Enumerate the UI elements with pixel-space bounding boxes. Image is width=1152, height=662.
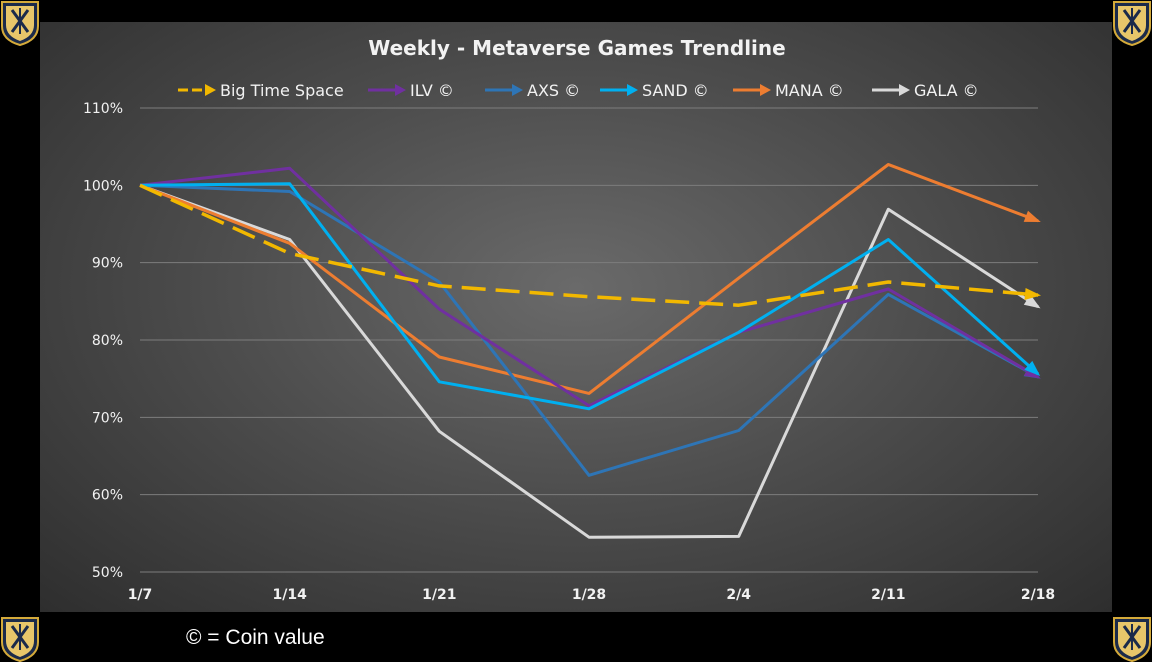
series-arrow: [1024, 360, 1041, 376]
y-tick-label: 60%: [92, 488, 123, 504]
y-tick-label: 110%: [83, 101, 123, 117]
y-tick-label: 80%: [92, 333, 123, 349]
legend-item: ILV ©: [368, 81, 454, 100]
crest-logo: [1112, 616, 1152, 662]
legend-item: GALA ©: [872, 81, 979, 100]
chart-panel: Weekly - Metaverse Games Trendline Big T…: [40, 22, 1112, 612]
series-arrow: [1024, 288, 1041, 300]
crest-logo: [0, 0, 40, 46]
y-tick-label: 90%: [92, 256, 123, 272]
series-5: [139, 183, 1041, 539]
legend-item: AXS ©: [485, 81, 580, 100]
legend-item: MANA ©: [733, 81, 844, 100]
legend-arrow: [512, 84, 523, 96]
series-arrow: [1023, 210, 1041, 222]
x-tick-label: 1/14: [272, 587, 307, 603]
series-line: [139, 183, 1039, 307]
x-tick-label: 2/4: [726, 587, 751, 603]
x-tick-label: 1/28: [572, 587, 606, 603]
series-line: [139, 163, 1039, 395]
y-axis: 50% 60% 70% 80% 90% 100% 110%: [83, 101, 123, 581]
x-tick-label: 2/11: [871, 587, 905, 603]
series-line: [139, 183, 1039, 477]
legend-item: Big Time Space: [178, 81, 344, 100]
series-2: [139, 183, 1041, 477]
x-tick-label: 2/18: [1021, 587, 1055, 603]
gridlines: [140, 107, 1038, 573]
line-chart: Weekly - Metaverse Games Trendline Big T…: [83, 36, 1055, 603]
y-tick-label: 70%: [92, 410, 123, 426]
series-3: [139, 182, 1041, 411]
series-lines: [139, 163, 1041, 539]
legend-label: MANA ©: [775, 81, 844, 100]
series-1: [139, 166, 1041, 408]
legend-arrow: [627, 84, 638, 96]
series-0: [139, 183, 1041, 307]
y-tick-label: 100%: [83, 178, 123, 194]
series-4: [139, 163, 1041, 395]
crest-logo: [1112, 0, 1152, 46]
x-tick-label: 1/7: [128, 587, 153, 603]
footnote: © = Coin value: [186, 626, 325, 649]
legend-label: GALA ©: [914, 81, 979, 100]
x-axis: 1/7 1/14 1/21 1/28 2/4 2/11 2/18: [128, 587, 1055, 603]
legend-arrow: [395, 84, 406, 96]
series-arrow: [1023, 294, 1041, 309]
x-tick-label: 1/21: [422, 587, 456, 603]
crest-logo: [0, 616, 40, 662]
legend: Big Time Space ILV © AXS © SAND © MANA © GALA…: [178, 81, 979, 100]
legend-label: ILV ©: [410, 81, 454, 100]
legend-arrow: [760, 84, 771, 96]
legend-arrow: [899, 84, 910, 96]
legend-label: AXS ©: [527, 81, 580, 100]
y-tick-label: 50%: [92, 565, 123, 581]
chart-title: Weekly - Metaverse Games Trendline: [368, 36, 785, 60]
legend-item: SAND ©: [600, 81, 709, 100]
legend-label: SAND ©: [642, 81, 709, 100]
series-line: [139, 182, 1040, 411]
series-line: [139, 166, 1039, 408]
legend-arrow: [205, 84, 216, 96]
series-line: [139, 183, 1039, 539]
legend-label: Big Time Space: [220, 81, 344, 100]
